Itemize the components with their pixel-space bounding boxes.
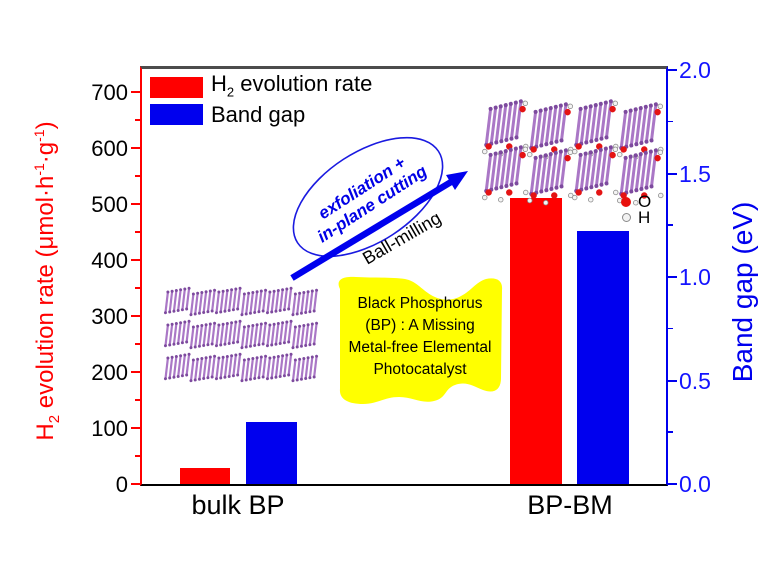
y-right-minor-tick xyxy=(668,431,673,433)
legend-item-band-gap: Band gap xyxy=(150,102,372,127)
y-right-tick-label: 1.5 xyxy=(679,160,711,187)
y-left-major-tick xyxy=(131,315,140,317)
bar-h2-rate-bp-bm xyxy=(510,198,562,484)
legend-item-h2-rate: H2 evolution rate xyxy=(150,72,372,99)
y-left-major-tick xyxy=(131,483,140,485)
atom-legend-oxygen: O xyxy=(621,193,651,210)
bar-h2-rate-bulk-bp xyxy=(180,468,230,484)
y-left-tick-label: 300 xyxy=(91,304,128,329)
y-left-major-tick xyxy=(131,427,140,429)
y-right-tick-label: 0.5 xyxy=(679,367,711,394)
bar-band-gap-bp-bm xyxy=(577,231,629,484)
y-left-tick-label: 700 xyxy=(91,80,128,105)
y-right-major-tick xyxy=(668,379,677,382)
callout-line-4: Photocatalyst xyxy=(373,361,467,378)
legend: H2 evolution rate Band gap xyxy=(150,72,372,131)
callout-text: Black Phosphorus (BP) : A Missing Metal-… xyxy=(336,293,504,381)
hydrogen-label: H xyxy=(638,208,651,227)
oxygen-label: O xyxy=(638,192,652,211)
y-left-tick-label: 600 xyxy=(91,136,128,161)
legend-swatch-h2-rate xyxy=(150,77,203,98)
y-right-tick-label: 2.0 xyxy=(679,57,711,83)
y-right-major-tick xyxy=(668,276,677,278)
y-right-major-tick xyxy=(668,483,677,485)
y-left-minor-tick xyxy=(135,287,140,289)
y-right-tick-label: 1.0 xyxy=(679,264,711,290)
y-left-major-tick xyxy=(131,259,140,261)
y-left-axis-title: H2 evolution rate (μmol·h-1·g-1) xyxy=(31,121,63,441)
oxygen-dot-icon xyxy=(621,196,631,207)
y-right-minor-tick xyxy=(668,224,673,226)
callout-line-3: Metal-free Elemental xyxy=(348,339,492,356)
legend-label-h2-rate: H2 evolution rate xyxy=(211,70,373,100)
y-left-major-tick xyxy=(131,203,140,205)
y-left-tick-label: 0 xyxy=(115,472,128,497)
y-left-tick-label: 200 xyxy=(91,360,128,385)
y-left-major-tick xyxy=(131,91,140,93)
legend-swatch-band-gap xyxy=(150,104,203,125)
x-category-bulk-bp: bulk BP xyxy=(191,490,285,520)
legend-label-band-gap: Band gap xyxy=(211,102,306,127)
y-left-tick-label: 100 xyxy=(91,416,128,441)
atom-legend-hydrogen: H xyxy=(622,209,650,226)
callout-line-1: Black Phosphorus xyxy=(357,295,483,312)
y-left-minor-tick xyxy=(135,119,140,121)
y-left-major-tick xyxy=(131,147,140,149)
y-left-tick-label: 400 xyxy=(91,248,128,273)
y-left-major-tick xyxy=(131,371,140,373)
y-right-major-tick xyxy=(668,172,677,175)
y-left-minor-tick xyxy=(135,343,140,345)
callout-line-2: (BP) : A Missing xyxy=(365,317,475,334)
hydrogen-dot-icon xyxy=(622,213,631,222)
y-right-minor-tick xyxy=(668,120,673,123)
y-right-minor-tick xyxy=(668,327,673,330)
bar-band-gap-bulk-bp xyxy=(246,421,297,484)
y-left-minor-tick xyxy=(135,455,140,457)
y-right-major-tick xyxy=(668,69,677,71)
y-left-minor-tick xyxy=(135,175,140,177)
y-left-minor-tick xyxy=(135,399,140,401)
y-left-tick-label: 500 xyxy=(91,192,128,217)
y-right-tick-label: 0.0 xyxy=(679,471,711,497)
x-category-bp-bm: BP-BM xyxy=(527,490,613,520)
y-left-minor-tick xyxy=(135,231,140,233)
